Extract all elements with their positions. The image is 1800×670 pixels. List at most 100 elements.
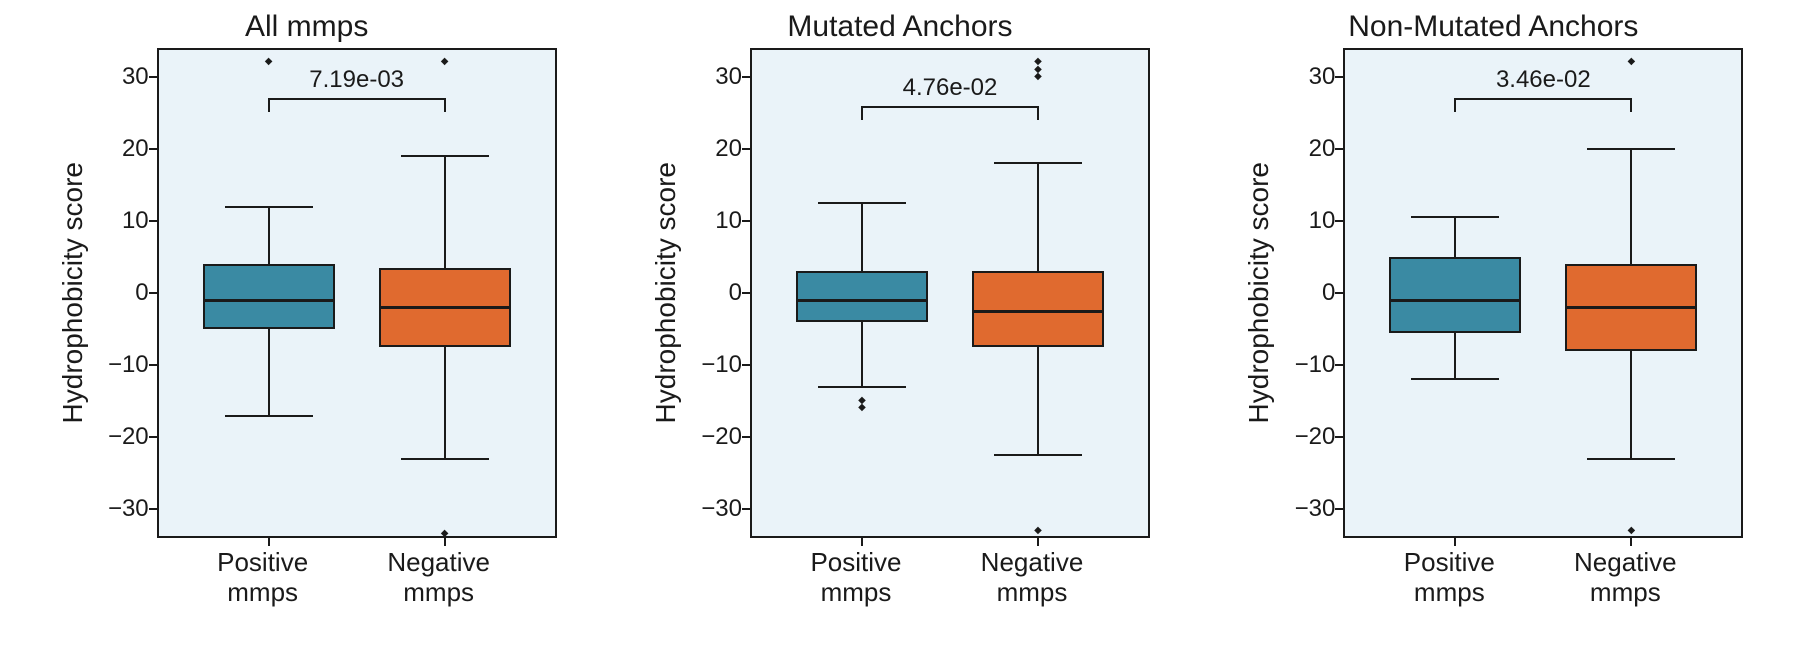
boxplot-median <box>972 310 1104 313</box>
x-tick-labels: Positive mmps Negative mmps <box>744 538 1144 608</box>
boxplot-cap <box>1587 148 1675 150</box>
significance-label: 4.76e-02 <box>903 74 998 102</box>
y-tick-mark <box>149 436 157 438</box>
y-axis-label: Hydrophobicity score <box>1243 162 1275 423</box>
y-tick-label: −20 <box>701 423 742 451</box>
boxplot-median <box>203 299 335 302</box>
y-tick-label: −30 <box>701 495 742 523</box>
boxplot-cap <box>401 458 489 460</box>
y-tick-label: 30 <box>1309 63 1336 91</box>
y-tick-label: −30 <box>108 495 149 523</box>
boxplot-whisker <box>268 207 270 265</box>
y-tick-mark <box>1335 508 1343 510</box>
y-tick-mark <box>1335 364 1343 366</box>
x-tick-labels: Positive mmps Negative mmps <box>1337 538 1737 608</box>
boxplot-median <box>379 306 511 309</box>
y-tick-label: 10 <box>1309 207 1336 235</box>
y-tick-mark <box>149 148 157 150</box>
boxplot-whisker <box>1037 163 1039 271</box>
x-tick-label: Negative mmps <box>1574 548 1677 608</box>
boxplot-whisker <box>444 347 446 459</box>
x-tick-label: Negative mmps <box>387 548 490 608</box>
boxplot-cap <box>818 202 906 204</box>
panel-title: Mutated Anchors <box>787 10 1012 44</box>
significance-bracket-leg <box>1630 98 1632 112</box>
plot-area: ◆◆◆7.19e-03 <box>157 48 557 538</box>
boxplot-whisker <box>1630 351 1632 459</box>
y-tick-label: −30 <box>1295 495 1336 523</box>
boxplot-cap <box>225 415 313 417</box>
significance-bracket <box>1455 98 1631 100</box>
y-tick-label: 20 <box>715 135 742 163</box>
plot-row: Hydrophobicity score−30−20−100102030◆◆◆◆… <box>650 48 1150 538</box>
y-tick-mark <box>742 76 750 78</box>
y-tick-label: −10 <box>701 351 742 379</box>
y-tick-labels: −30−20−100102030 <box>95 48 157 538</box>
y-tick-mark <box>742 292 750 294</box>
y-tick-label: 0 <box>1322 279 1335 307</box>
y-tick-mark <box>1335 292 1343 294</box>
y-tick-labels: −30 −20 −10 0 10 20 30 <box>1281 48 1343 538</box>
y-tick-mark <box>149 508 157 510</box>
boxplot-panel: Mutated Anchors Hydrophobicity score −30 −2… <box>620 10 1180 608</box>
boxplot-median <box>1565 306 1697 309</box>
boxplot-whisker <box>1037 347 1039 455</box>
boxplot-whisker <box>861 322 863 387</box>
significance-bracket <box>862 106 1038 108</box>
y-tick-label: −10 <box>1295 351 1336 379</box>
boxplot-outlier: ◆ <box>1627 57 1635 67</box>
boxplot-outlier: ◆ <box>441 57 449 67</box>
boxplot-whisker <box>268 329 270 415</box>
y-tick-label: 20 <box>122 135 149 163</box>
boxplot-outlier: ◆ <box>1034 57 1042 67</box>
y-tick-labels: −30−20−100102030 <box>688 48 750 538</box>
significance-bracket-leg <box>444 98 446 112</box>
boxplot-cap <box>1587 458 1675 460</box>
boxplot-whisker <box>444 156 446 268</box>
y-tick-mark <box>1335 148 1343 150</box>
boxplot-cap <box>818 386 906 388</box>
y-tick-label: 30 <box>715 63 742 91</box>
significance-label: 3.46e-02 <box>1496 66 1591 94</box>
plot-row: Hydrophobicity score−30−20−100102030◆◆3.… <box>1243 48 1743 538</box>
y-tick-label: 30 <box>122 63 149 91</box>
boxplot-box <box>203 264 335 329</box>
y-tick-label: −20 <box>108 423 149 451</box>
boxplot-outlier: ◆ <box>265 57 273 67</box>
y-tick-mark <box>149 292 157 294</box>
plot-row: Hydrophobicity score−30−20−100102030◆◆◆7… <box>57 48 557 538</box>
boxplot-cap <box>1411 378 1499 380</box>
y-tick-label: 10 <box>122 207 149 235</box>
boxplot-cap <box>994 162 1082 164</box>
boxplot-median <box>1389 299 1521 302</box>
boxplot-outlier: ◆ <box>858 403 866 413</box>
y-tick-mark <box>1335 220 1343 222</box>
y-tick-label: −20 <box>1295 423 1336 451</box>
boxplot-whisker <box>1454 333 1456 380</box>
x-tick-label: Positive mmps <box>1404 548 1495 608</box>
boxplot-cap <box>994 454 1082 456</box>
y-tick-mark <box>1335 76 1343 78</box>
y-tick-label: 0 <box>729 279 742 307</box>
significance-bracket <box>269 98 445 100</box>
boxplot-cap <box>401 155 489 157</box>
x-tick-label: Positive mmps <box>217 548 308 608</box>
x-tick-label: Positive mmps <box>810 548 901 608</box>
y-tick-label: 20 <box>1309 135 1336 163</box>
significance-label: 7.19e-03 <box>309 66 404 94</box>
y-axis-label: Hydrophobicity score <box>650 162 682 423</box>
boxplot-figure: All mmps Hydrophobicity score −30 −20 −10 0 10… <box>0 0 1800 670</box>
panel-title: Non-Mutated Anchors <box>1348 10 1638 44</box>
boxplot-whisker <box>1454 217 1456 257</box>
y-axis-label: Hydrophobicity score <box>57 162 89 423</box>
y-tick-mark <box>742 508 750 510</box>
x-tick-label: Negative mmps <box>981 548 1084 608</box>
panel-title: All mmps <box>245 10 368 44</box>
y-tick-label: −10 <box>108 351 149 379</box>
boxplot-panel: All mmpsHydrophobicity score−30−20−10010… <box>27 10 587 608</box>
y-tick-mark <box>742 148 750 150</box>
boxplot-box <box>1389 257 1521 333</box>
boxplot-panel: Non-Mutated AnchorsHydrophobicity score−… <box>1213 10 1773 608</box>
boxplot-outlier: ◆ <box>1034 526 1042 536</box>
boxplot-whisker <box>1630 149 1632 264</box>
